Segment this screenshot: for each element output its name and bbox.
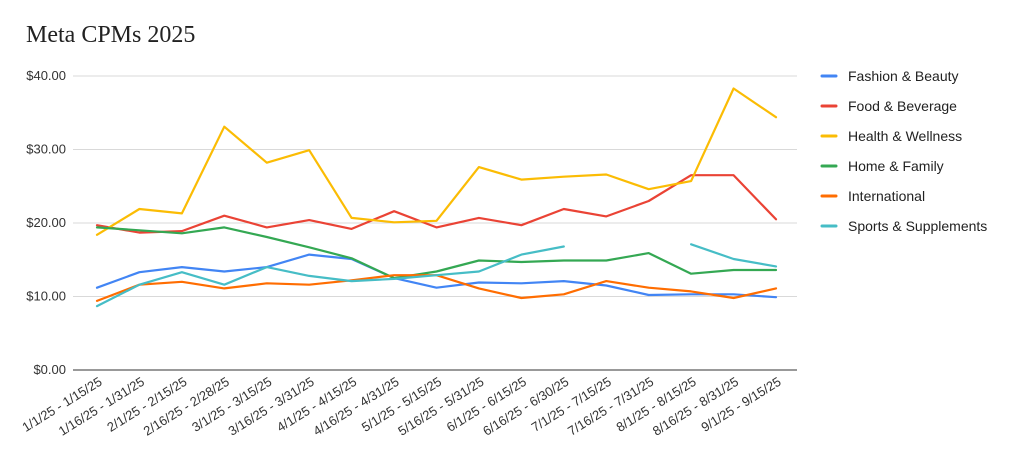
legend-item-sports-supplements[interactable]: Sports & Supplements (820, 218, 987, 234)
legend-item-international[interactable]: International (820, 188, 925, 204)
x-axis: 1/1/25 - 1/15/251/16/25 - 1/31/252/1/25 … (19, 374, 783, 439)
gridlines (73, 75, 797, 371)
series-line-food-beverage (95, 174, 778, 234)
y-tick-label: $10.00 (26, 289, 66, 304)
series-line-health-wellness (95, 87, 778, 236)
legend-item-home-family[interactable]: Home & Family (820, 158, 944, 174)
y-axis: $0.00 $10.00 $20.00 $30.00 $40.00 (26, 68, 66, 377)
legend-item-fashion-beauty[interactable]: Fashion & Beauty (820, 68, 959, 84)
y-tick-label: $40.00 (26, 68, 66, 83)
legend-label: Health & Wellness (848, 128, 962, 144)
legend-item-health-wellness[interactable]: Health & Wellness (820, 128, 962, 144)
legend-label: Fashion & Beauty (848, 68, 959, 84)
chart-title: Meta CPMs 2025 (26, 22, 196, 48)
y-tick-label: $20.00 (26, 215, 66, 230)
legend[interactable]: Fashion & Beauty Food & Beverage Health & … (820, 68, 987, 234)
series-line-home-family (95, 226, 778, 280)
legend-label: International (848, 188, 925, 204)
y-tick-label: $30.00 (26, 142, 66, 157)
legend-label: Food & Beverage (848, 98, 957, 114)
series-lines (95, 87, 778, 308)
legend-item-food-beverage[interactable]: Food & Beverage (820, 98, 957, 114)
y-tick-label: $0.00 (33, 362, 66, 377)
series-line-sports-supplements (95, 245, 565, 308)
legend-label: Home & Family (848, 158, 944, 174)
series-line-sports-supplements (689, 243, 778, 268)
legend-label: Sports & Supplements (848, 218, 987, 234)
series-line-fashion-beauty (95, 253, 778, 299)
